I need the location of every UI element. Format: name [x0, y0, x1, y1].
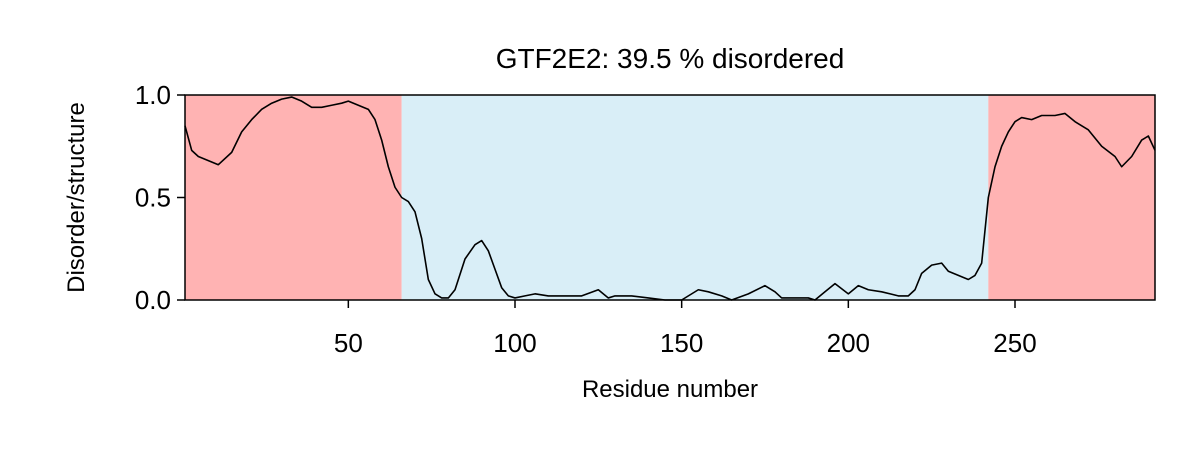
x-axis-ticks: 50 100 150 200 250 — [334, 300, 1037, 358]
x-axis-label: Residue number — [582, 376, 758, 403]
y-axis-ticks: 0.0 0.5 1.0 — [135, 80, 185, 315]
y-tick-label: 0.5 — [135, 183, 171, 213]
plot-frame — [184, 94, 1156, 301]
x-tick-label: 100 — [493, 328, 536, 358]
chart-title: GTF2E2: 39.5 % disordered — [496, 43, 845, 74]
y-axis-label: Disorder/structure — [63, 102, 90, 293]
y-tick-label: 0.0 — [135, 285, 171, 315]
x-tick-label: 150 — [660, 328, 703, 358]
series-lines — [184, 96, 1156, 301]
region-bands — [185, 95, 1155, 300]
region-ordered-1 — [401, 95, 989, 300]
region-disordered-0 — [185, 95, 402, 300]
disorder-line-0 — [184, 96, 1156, 301]
x-tick-label: 50 — [334, 328, 363, 358]
x-tick-label: 200 — [827, 328, 870, 358]
x-tick-label: 250 — [993, 328, 1036, 358]
y-tick-label: 1.0 — [135, 80, 171, 110]
region-disordered-2 — [988, 95, 1155, 300]
